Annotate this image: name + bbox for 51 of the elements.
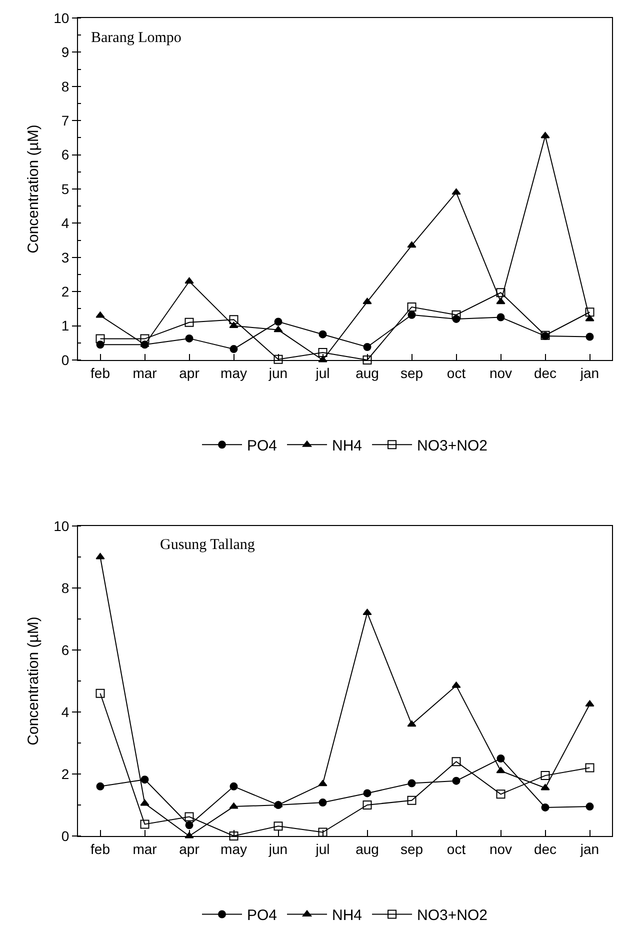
x-tick-label: dec <box>534 364 557 381</box>
legend-label: NH4 <box>332 907 362 924</box>
x-tick-label: mar <box>132 840 158 857</box>
y-tick-label: 0 <box>61 828 70 844</box>
x-tick-label: oct <box>446 364 466 381</box>
y-axis-title: Concentration (µM) <box>25 616 42 746</box>
x-tick-label: aug <box>356 840 379 857</box>
x-tick-label: jan <box>579 840 600 857</box>
x-tick-label: jan <box>579 364 600 381</box>
y-tick-label: 10 <box>54 10 70 26</box>
legend-label: PO4 <box>247 907 278 924</box>
x-tick-label: may <box>220 364 247 381</box>
legend-label: NO3+NO2 <box>417 907 488 924</box>
x-tick-label: feb <box>90 364 110 381</box>
y-tick-label: 4 <box>61 215 70 232</box>
y-tick-label: 1 <box>61 318 70 334</box>
y-tick-label: 8 <box>61 580 70 596</box>
x-tick-label: dec <box>534 840 557 857</box>
legend-label: PO4 <box>247 438 278 454</box>
x-tick-label: mar <box>132 364 158 381</box>
y-tick-label: 8 <box>61 78 70 94</box>
legend-label: NH4 <box>332 438 362 454</box>
y-tick-label: 2 <box>61 766 70 782</box>
text: Gusung Tallang <box>160 537 256 553</box>
x-tick-label: jun <box>268 364 288 381</box>
y-tick-label: 2 <box>61 284 70 300</box>
x-tick-label: jul <box>314 840 330 857</box>
y-tick-label: 7 <box>61 112 70 128</box>
y-tick-label: 4 <box>61 704 70 720</box>
x-tick-label: nov <box>489 364 512 381</box>
x-tick-label: apr <box>179 840 200 857</box>
y-tick-label: 6 <box>61 642 70 658</box>
y-tick-label: 10 <box>54 518 70 534</box>
x-tick-label: feb <box>90 840 110 857</box>
y-tick-label: 5 <box>61 180 70 197</box>
x-tick-label: sep <box>400 364 424 381</box>
text: Barang Lompo <box>91 30 182 46</box>
x-tick-label: may <box>220 840 247 857</box>
x-tick-label: jun <box>268 840 288 857</box>
legend-label: NO3+NO2 <box>417 438 488 454</box>
x-tick-label: nov <box>489 840 512 857</box>
y-tick-label: 6 <box>61 146 70 163</box>
x-tick-label: apr <box>179 364 200 381</box>
x-tick-label: oct <box>446 840 466 857</box>
x-tick-label: sep <box>400 840 424 857</box>
y-tick-label: 3 <box>61 249 70 266</box>
y-tick-label: 9 <box>61 44 70 60</box>
x-tick-label: aug <box>356 364 379 381</box>
y-tick-label: 0 <box>61 352 70 368</box>
x-tick-label: jul <box>314 364 330 381</box>
y-axis-title: Concentration (µM) <box>25 124 42 254</box>
